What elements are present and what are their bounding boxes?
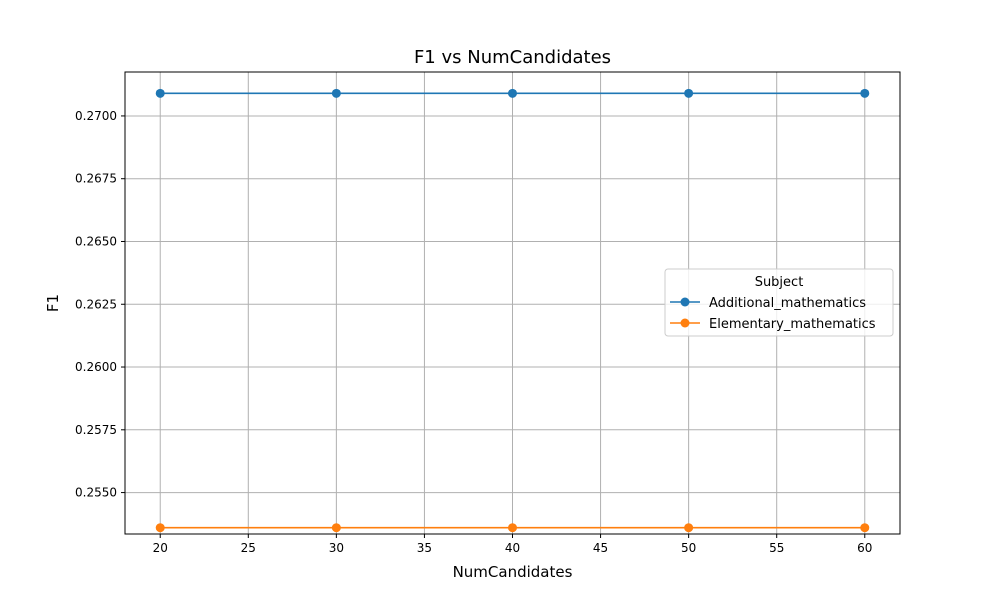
legend-label: Additional_mathematics [709,296,866,311]
legend: Subject Additional_mathematics Elementary… [664,268,894,337]
legend-entry: Additional_mathematics [670,296,866,311]
series-layer [155,88,870,533]
series-Additional_mathematics [155,88,870,98]
x-tick-label: 45 [593,541,608,555]
chart-title: F1 vs NumCandidates [414,47,611,68]
data-point [860,88,870,98]
data-point [508,88,517,98]
y-tick-label: 0.2550 [75,486,117,500]
x-tick-label: 60 [857,541,872,555]
x-tick-label: 20 [153,541,168,555]
y-tick-label: 0.2700 [75,109,117,123]
grid-lines [125,72,900,534]
y-tick-label: 0.2600 [75,360,117,374]
y-tick-label: 0.2575 [75,423,117,437]
y-tick-label: 0.2650 [75,234,117,248]
x-tick-label: 55 [769,541,784,555]
x-axis-ticks: 20 25 30 35 40 45 50 55 60 [153,534,872,555]
data-point [155,88,165,98]
x-axis-title: NumCandidates [453,563,573,581]
y-tick-label: 0.2675 [75,172,117,186]
legend-marker [680,297,690,307]
x-tick-label: 40 [505,541,520,555]
data-point [155,523,165,533]
legend-marker [680,318,690,328]
x-tick-label: 30 [329,541,344,555]
legend-title: Subject [755,275,804,290]
data-point [508,523,517,533]
data-point [684,88,694,98]
x-tick-label: 50 [681,541,696,555]
data-point [331,523,341,533]
y-tick-label: 0.2625 [75,297,117,311]
data-point [331,88,341,98]
series-Elementary_mathematics [155,523,870,533]
legend-box [664,268,894,337]
data-point [860,523,870,533]
y-axis-ticks: 0.2550 0.2575 0.2600 0.2625 0.2650 0.2675 0.27… [75,109,125,500]
legend-entry: Elementary_mathematics [670,317,876,332]
x-tick-label: 35 [417,541,432,555]
y-axis-title: F1 [44,294,62,312]
legend-label: Elementary_mathematics [709,317,876,332]
x-tick-label: 25 [241,541,256,555]
data-point [684,523,694,533]
